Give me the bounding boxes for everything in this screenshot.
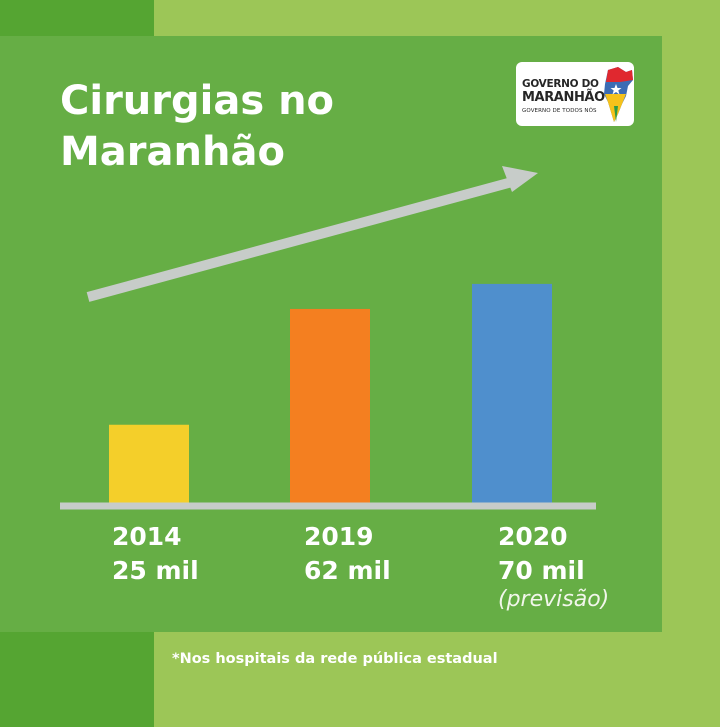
bar-2014	[109, 424, 189, 503]
logo-line-2: MARANHÃO	[522, 90, 605, 105]
logo-line-1: GOVERNO DO	[522, 78, 599, 90]
corner-band-top-left	[0, 0, 154, 36]
footnote: *Nos hospitais da rede pública estadual	[172, 651, 498, 667]
trend-arrow-shaft	[86, 177, 514, 302]
bar-label-2014: 2014 25 mil	[112, 520, 199, 588]
tick-label: 2019	[304, 522, 374, 551]
trend-arrow-head	[502, 166, 538, 192]
tick-label: 2014	[112, 522, 182, 551]
chart-title: Cirurgias no Maranhão	[60, 76, 334, 178]
government-logo: GOVERNO DO MARANHÃO GOVERNO DE TODOS NÓS	[516, 62, 634, 126]
data-label: 25 mil	[112, 556, 199, 585]
bar-2019	[290, 308, 370, 503]
title-line-1: Cirurgias no	[60, 78, 335, 124]
bar-2020	[472, 283, 552, 503]
bar-label-2020: 2020 70 mil (previsão)	[498, 520, 609, 612]
logo-line-3: GOVERNO DE TODOS NÓS	[522, 108, 597, 114]
corner-band-bottom-left	[0, 632, 154, 727]
title-line-2: Maranhão	[60, 129, 285, 176]
data-label: 62 mil	[304, 556, 391, 585]
tick-label: 2020	[498, 522, 568, 551]
forecast-note: (previsão)	[498, 587, 610, 612]
bar-label-2019: 2019 62 mil	[304, 520, 391, 588]
state-map-icon	[604, 67, 633, 122]
data-label: 70 mil	[498, 556, 585, 585]
